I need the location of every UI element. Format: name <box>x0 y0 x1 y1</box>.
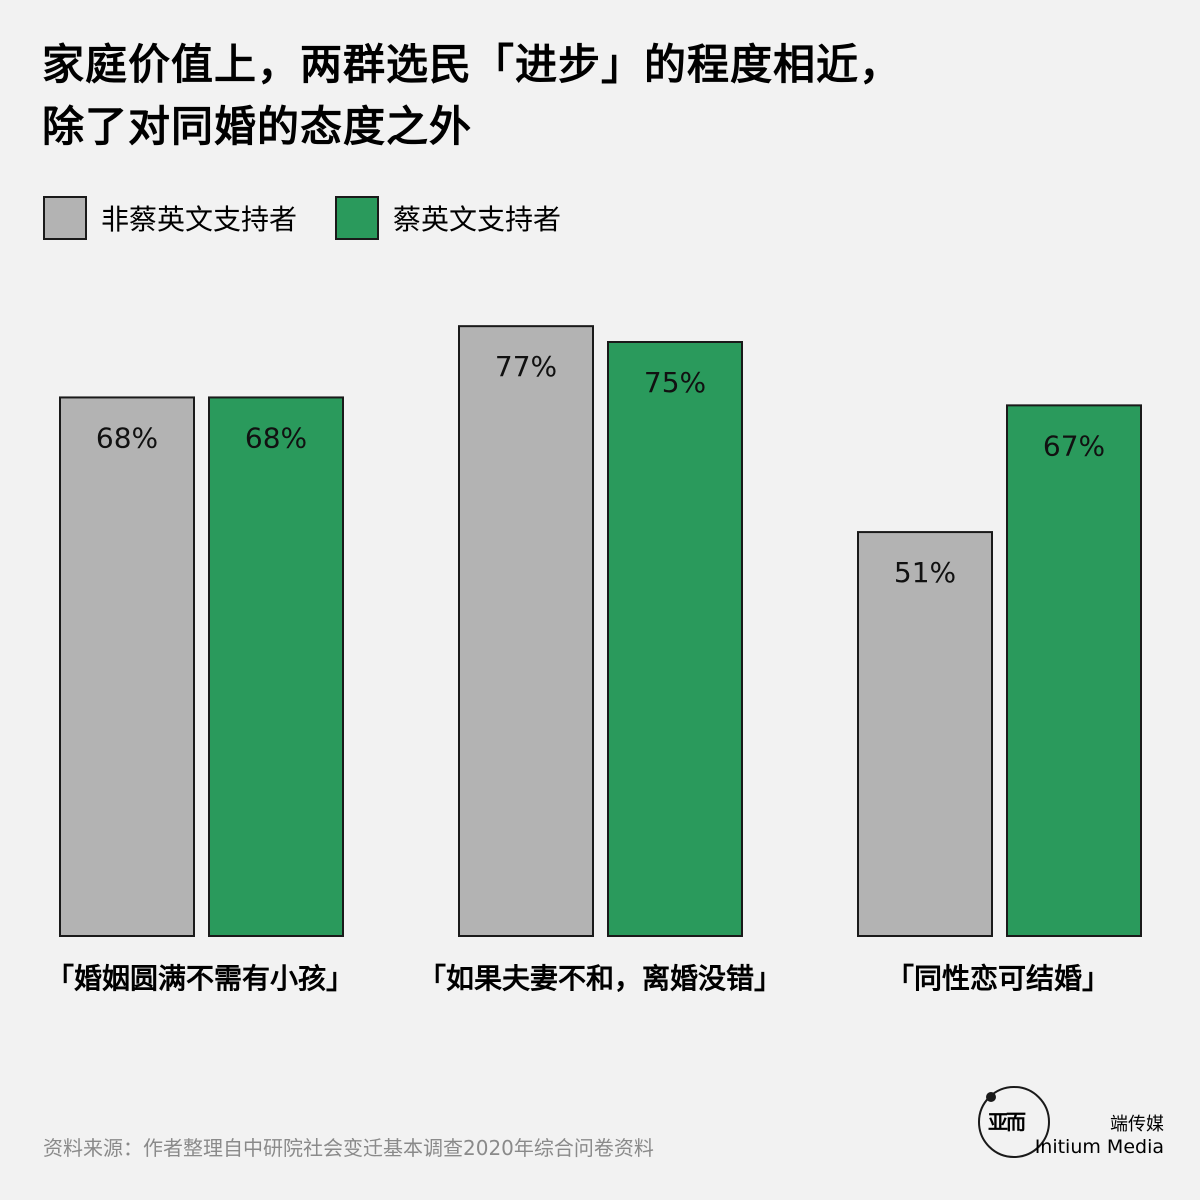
data-label-tsai-1: 75% <box>644 366 706 399</box>
data-label-tsai-0: 68% <box>245 421 307 454</box>
legend-swatch-tsai <box>335 196 380 240</box>
bar-non-tsai-0 <box>59 396 195 937</box>
logo-dot <box>986 1092 996 1102</box>
bar-tsai-0 <box>208 396 344 937</box>
category-label-0: 「婚姻圆满不需有小孩」 <box>46 962 354 995</box>
chart-title-line-1: 家庭价值上，两群选民「进步」的程度相近， <box>42 40 903 89</box>
initium-logo: 亚而 <box>978 1086 1050 1158</box>
brand-name-zh: 端传媒 <box>1110 1114 1164 1135</box>
data-label-non-tsai-2: 51% <box>894 556 956 589</box>
legend-item-tsai: 蔡英文支持者 <box>335 196 561 240</box>
legend-swatch-non-tsai <box>43 196 87 240</box>
bar-tsai-2 <box>1006 404 1142 937</box>
legend-item-non-tsai: 非蔡英文支持者 <box>43 196 297 240</box>
chart-title: 家庭价值上，两群选民「进步」的程度相近， 除了对同婚的态度之外 <box>42 34 1162 158</box>
source-note: 资料来源：作者整理自中研院社会变迁基本调查2020年综合问卷资料 <box>43 1136 654 1160</box>
bar-chart: 68% 68% 「婚姻圆满不需有小孩」 77% 75% 「如果夫妻不和，离婚没错」 51% 6… <box>46 325 1142 995</box>
data-label-tsai-2: 67% <box>1043 429 1105 462</box>
category-label-1: 「如果夫妻不和，离婚没错」 <box>418 962 782 995</box>
legend: 非蔡英文支持者 蔡英文支持者 <box>43 194 599 242</box>
data-label-non-tsai-0: 68% <box>96 421 158 454</box>
bar-non-tsai-1 <box>458 325 594 938</box>
data-label-non-tsai-1: 77% <box>495 350 557 383</box>
legend-label-tsai: 蔡英文支持者 <box>393 203 562 236</box>
brand-name-en: Initium Media <box>1034 1136 1164 1158</box>
bar-non-tsai-2 <box>857 531 993 938</box>
chart-title-line-2: 除了对同婚的态度之外 <box>42 102 473 151</box>
legend-label-non-tsai: 非蔡英文支持者 <box>101 203 298 236</box>
bar-tsai-1 <box>607 341 743 937</box>
logo-glyph: 亚而 <box>988 1110 1026 1134</box>
category-label-2: 「同性恋可结婚」 <box>886 962 1110 995</box>
